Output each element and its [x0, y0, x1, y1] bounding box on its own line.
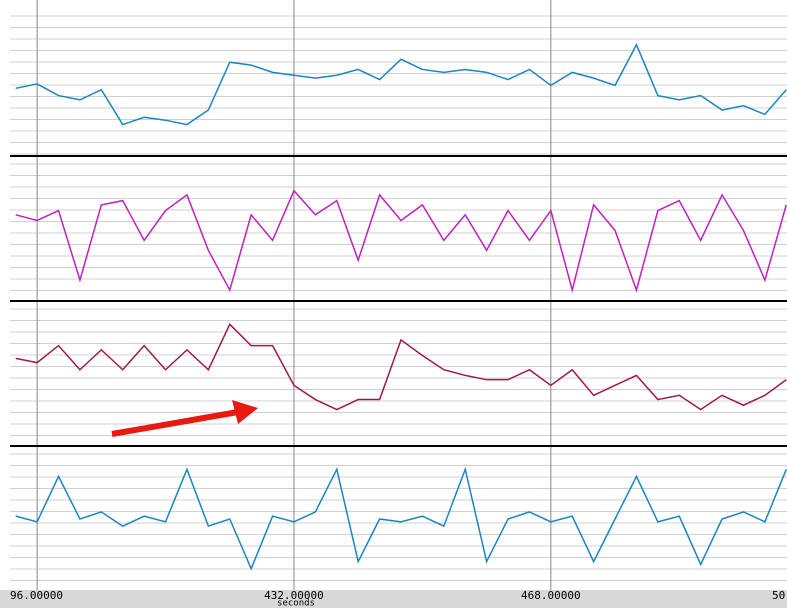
signal-trace: [15, 323, 787, 411]
signal-trace: [15, 466, 787, 571]
x-tick-label: 432.00000: [264, 589, 324, 602]
annotation-arrow: [111, 400, 258, 437]
time-axis-bar: [0, 590, 787, 608]
x-tick-label: 50: [772, 589, 785, 602]
x-tick-label: 468.00000: [521, 589, 581, 602]
arrow-shaft: [111, 409, 239, 437]
signal-trace: [15, 189, 787, 294]
arrow-head: [232, 400, 258, 424]
signal-trace: [15, 43, 787, 126]
x-axis-label: seconds: [277, 599, 315, 608]
x-tick-label: 96.00000: [10, 589, 63, 602]
grid: [10, 0, 787, 590]
traces: [15, 43, 787, 571]
